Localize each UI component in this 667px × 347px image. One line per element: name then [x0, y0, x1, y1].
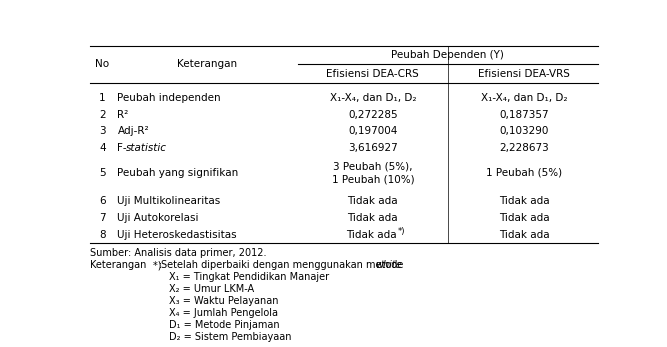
Text: X₂ = Umur LKM-A: X₂ = Umur LKM-A: [169, 284, 253, 294]
Text: Setelah diperbaiki dengan menggunakan metode: Setelah diperbaiki dengan menggunakan me…: [161, 260, 406, 270]
Text: 3,616927: 3,616927: [348, 143, 398, 153]
Text: 1 Peubah (10%): 1 Peubah (10%): [331, 174, 414, 184]
Text: Peubah yang signifikan: Peubah yang signifikan: [117, 168, 239, 178]
Text: Tidak ada: Tidak ada: [499, 213, 550, 223]
Text: 2,228673: 2,228673: [499, 143, 549, 153]
Text: 6: 6: [99, 196, 106, 206]
Text: Tidak ada: Tidak ada: [499, 230, 550, 239]
Text: 4: 4: [99, 143, 106, 153]
Text: 5: 5: [99, 168, 106, 178]
Text: Uji Heteroskedastisitas: Uji Heteroskedastisitas: [117, 230, 237, 239]
Text: Peubah independen: Peubah independen: [117, 93, 221, 103]
Text: 0,187357: 0,187357: [499, 110, 549, 120]
Text: D₂ = Sistem Pembiayaan: D₂ = Sistem Pembiayaan: [169, 332, 291, 342]
Text: D₁ = Metode Pinjaman: D₁ = Metode Pinjaman: [169, 320, 279, 330]
Text: 3: 3: [99, 126, 106, 136]
Text: 0,272285: 0,272285: [348, 110, 398, 120]
Text: 2: 2: [99, 110, 106, 120]
Text: white: white: [376, 260, 402, 270]
Text: Keterangan    :: Keterangan :: [89, 260, 171, 270]
Text: Efisiensi DEA-VRS: Efisiensi DEA-VRS: [478, 69, 570, 79]
Text: 8: 8: [99, 230, 106, 239]
Text: 0,103290: 0,103290: [500, 126, 549, 136]
Text: Tidak ada: Tidak ada: [346, 230, 400, 239]
Text: Sumber: Analisis data primer, 2012.: Sumber: Analisis data primer, 2012.: [89, 248, 266, 258]
Text: Tidak ada: Tidak ada: [348, 213, 398, 223]
Text: *): *): [153, 260, 165, 270]
Text: No: No: [95, 59, 109, 69]
Text: F-: F-: [117, 143, 127, 153]
Text: 0,197004: 0,197004: [348, 126, 398, 136]
Text: Efisiensi DEA-CRS: Efisiensi DEA-CRS: [326, 69, 420, 79]
Text: X₁-X₄, dan D₁, D₂: X₁-X₄, dan D₁, D₂: [481, 93, 568, 103]
Text: Uji Multikolinearitas: Uji Multikolinearitas: [117, 196, 221, 206]
Text: X₃ = Waktu Pelayanan: X₃ = Waktu Pelayanan: [169, 296, 278, 306]
Text: Tidak ada: Tidak ada: [499, 196, 550, 206]
Text: statistic: statistic: [126, 143, 167, 153]
Text: Tidak ada: Tidak ada: [348, 196, 398, 206]
Text: 1: 1: [99, 93, 106, 103]
Text: 1 Peubah (5%): 1 Peubah (5%): [486, 168, 562, 178]
Text: Uji Autokorelasi: Uji Autokorelasi: [117, 213, 199, 223]
Text: X₄ = Jumlah Pengelola: X₄ = Jumlah Pengelola: [169, 308, 277, 318]
Text: Peubah Dependen (Y): Peubah Dependen (Y): [392, 50, 504, 60]
Text: X₁-X₄, dan D₁, D₂: X₁-X₄, dan D₁, D₂: [329, 93, 416, 103]
Text: *): *): [398, 227, 405, 236]
Text: 3 Peubah (5%),: 3 Peubah (5%),: [333, 162, 413, 172]
Text: R²: R²: [117, 110, 129, 120]
Text: X₁ = Tingkat Pendidikan Manajer: X₁ = Tingkat Pendidikan Manajer: [169, 272, 329, 282]
Text: Adj-R²: Adj-R²: [117, 126, 149, 136]
Text: Keterangan: Keterangan: [177, 59, 237, 69]
Text: 7: 7: [99, 213, 106, 223]
